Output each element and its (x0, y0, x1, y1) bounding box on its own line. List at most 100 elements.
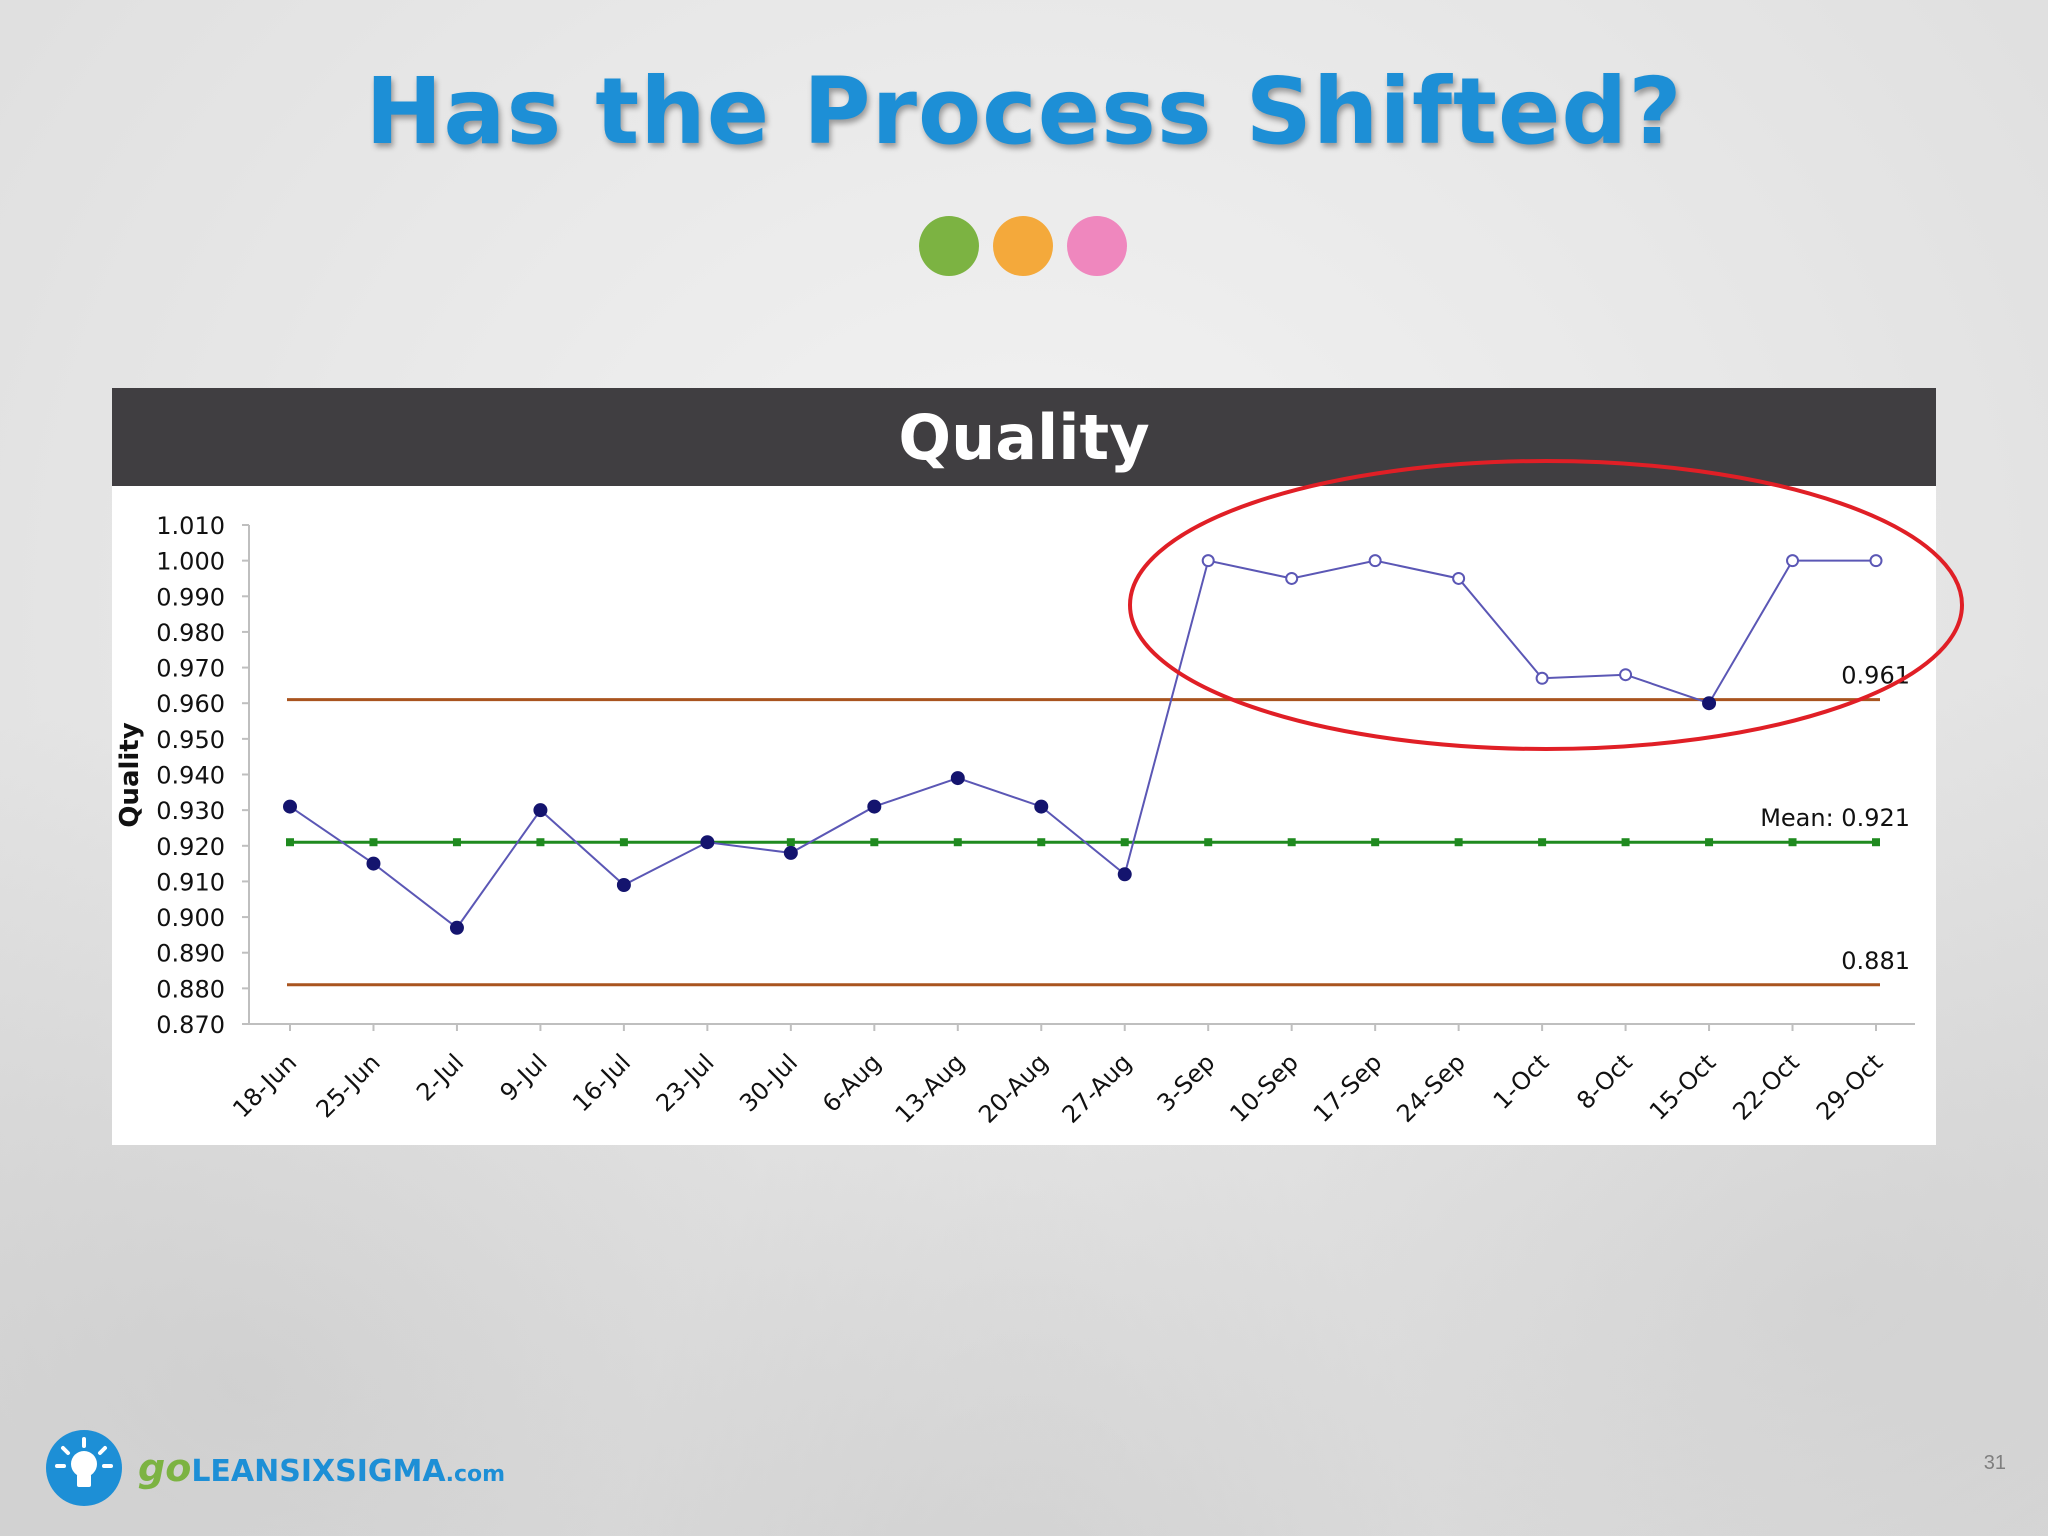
data-point (366, 856, 381, 871)
mean-marker (1705, 838, 1714, 847)
reference-lines: 0.961 Mean: 0.921 0.881 (286, 662, 1910, 987)
x-tick-label: 30-Jul (734, 1048, 803, 1117)
page-number: 31 (1983, 1452, 2006, 1474)
reference-label: Mean: 0.921 (1760, 804, 1910, 832)
data-point (783, 845, 798, 860)
y-tick-label: 0.980 (156, 619, 225, 647)
logo-suffix: .com (445, 1462, 506, 1487)
footer-logo: goLEANSIXSIGMA.com (44, 1428, 505, 1508)
mean-marker (1204, 838, 1213, 847)
y-tick-label: 0.940 (156, 762, 225, 790)
x-tick-label: 29-Oct (1811, 1048, 1888, 1125)
chart-title: Quality (112, 388, 1936, 486)
reference-label: 0.881 (1841, 947, 1910, 975)
logo-go: go (138, 1446, 192, 1490)
y-axis-title: Quality (115, 722, 145, 827)
data-point (1201, 554, 1215, 568)
green-dot (919, 216, 979, 276)
mean-marker (1621, 838, 1630, 847)
highlight-group (1128, 459, 1964, 751)
y-tick-label: 0.910 (156, 868, 225, 896)
logo-text: goLEANSIXSIGMA.com (138, 1446, 505, 1490)
data-point (1034, 799, 1049, 814)
slide-title: Has the Process Shifted? (365, 58, 1683, 165)
x-tick-label: 27-Aug (1057, 1048, 1137, 1128)
x-tick-label: 8-Oct (1571, 1048, 1638, 1115)
y-tick-label: 1.000 (156, 548, 225, 576)
x-axis-labels: 18-Jun 25-Jun 2-Jul 9-Jul 16-Jul 23-Jul 30-Jul… (227, 1048, 1888, 1128)
mean-marker (286, 838, 294, 847)
y-axis-labels: 1.010 1.000 0.990 0.980 0.970 0.960 0.950 0.940… (115, 512, 225, 1039)
y-tick-label: 0.900 (156, 904, 225, 932)
mean-marker (369, 838, 378, 847)
logo-name: LEANSIXSIGMA (191, 1454, 446, 1489)
x-tick-label: 6-Aug (817, 1048, 886, 1117)
y-tick-label: 0.960 (156, 690, 225, 718)
x-tick-label: 18-Jun (227, 1048, 302, 1123)
x-tick-label: 17-Sep (1308, 1048, 1388, 1128)
mean-marker (1037, 838, 1046, 847)
chart-axes (242, 524, 1915, 1031)
pink-dot (1067, 216, 1127, 276)
data-point (1535, 671, 1549, 685)
y-tick-label: 0.880 (156, 975, 225, 1003)
data-point (1869, 554, 1883, 568)
chart-panel (112, 486, 1936, 1145)
y-tick-label: 0.950 (156, 726, 225, 754)
y-tick-label: 0.970 (156, 655, 225, 683)
y-tick-label: 0.870 (156, 1011, 225, 1039)
mean-marker (1538, 838, 1547, 847)
data-point (283, 799, 297, 814)
y-tick-label: 0.920 (156, 833, 225, 861)
data-point (533, 803, 548, 818)
mean-marker (870, 838, 879, 847)
x-tick-label: 20-Aug (973, 1048, 1053, 1128)
x-tick-label: 24-Sep (1391, 1048, 1471, 1128)
mean-marker (619, 838, 628, 847)
highlight-ellipse (1128, 459, 1964, 751)
mean-marker (1371, 838, 1380, 847)
data-point (867, 799, 882, 814)
data-point (1452, 571, 1466, 585)
y-tick-label: 1.010 (156, 512, 225, 540)
data-point (449, 920, 464, 935)
mean-marker (786, 838, 795, 847)
mean-marker (1872, 838, 1880, 847)
x-tick-label: 9-Jul (495, 1048, 553, 1106)
y-tick-label: 0.930 (156, 797, 225, 825)
data-point (1117, 867, 1132, 882)
mean-marker (1788, 838, 1797, 847)
mean-marker (1287, 838, 1296, 847)
data-point (1619, 668, 1633, 682)
mean-marker (1454, 838, 1463, 847)
data-point (1702, 696, 1717, 711)
x-tick-label: 23-Jul (651, 1048, 720, 1117)
series-line (283, 554, 1883, 935)
reference-label: 0.961 (1841, 662, 1910, 690)
mean-marker (536, 838, 545, 847)
y-tick-label: 0.990 (156, 583, 225, 611)
data-point (1786, 554, 1800, 568)
mean-marker (953, 838, 962, 847)
data-point (1285, 571, 1299, 585)
y-tick-label: 0.890 (156, 940, 225, 968)
orange-dot (993, 216, 1053, 276)
data-point (1368, 554, 1382, 568)
x-tick-label: 10-Sep (1224, 1048, 1304, 1128)
x-tick-label: 16-Jul (567, 1048, 636, 1117)
data-point (616, 877, 631, 892)
data-point (700, 835, 715, 850)
data-point (950, 771, 965, 786)
x-tick-label: 15-Oct (1644, 1048, 1721, 1125)
mean-marker (1120, 838, 1129, 847)
x-tick-label: 1-Oct (1488, 1048, 1555, 1115)
series-polyline (289, 559, 1876, 930)
x-tick-label: 3-Sep (1152, 1048, 1221, 1117)
x-tick-label: 2-Jul (411, 1048, 469, 1106)
mean-marker (452, 838, 461, 847)
decorative-dots (919, 216, 1127, 276)
x-tick-label: 25-Jun (311, 1048, 386, 1123)
x-tick-label: 22-Oct (1727, 1048, 1804, 1125)
x-tick-label: 13-Aug (890, 1048, 970, 1128)
